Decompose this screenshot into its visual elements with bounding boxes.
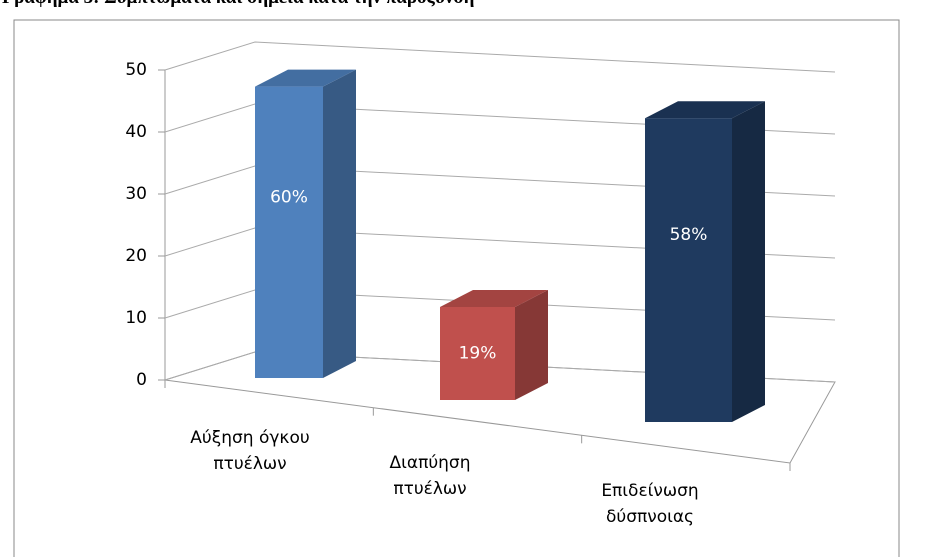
bar	[645, 118, 732, 422]
bar-side	[323, 69, 356, 378]
bar-side	[515, 290, 548, 400]
y-tick-label: 0	[136, 370, 147, 390]
bar-top	[440, 290, 548, 307]
data-label: 60%	[270, 187, 308, 207]
y-tick-label: 20	[125, 246, 147, 266]
grid-line	[164, 41, 836, 73]
y-tick-label: 40	[125, 122, 147, 142]
data-label: 58%	[670, 225, 708, 245]
bar-top	[645, 101, 765, 119]
chart-title: Γράφημα 3: Συμπτώματα και σημεία κατά τη…	[2, 0, 474, 9]
bar	[440, 307, 515, 400]
x-tick-label: Διαπύηση πτυέλων	[389, 453, 471, 499]
bar-top	[255, 69, 356, 87]
x-tick-label: Επιδείνωση δύσπνοιας	[601, 481, 699, 527]
y-tick-label: 50	[125, 60, 147, 80]
y-tick-label: 10	[125, 308, 147, 328]
bar	[255, 86, 323, 378]
data-label: 19%	[459, 344, 497, 364]
y-tick-label: 30	[125, 184, 147, 204]
chart-frame	[13, 19, 900, 557]
x-tick-label: Αύξηση όγκου πτυέλων	[190, 428, 310, 474]
bar-side	[732, 101, 765, 422]
